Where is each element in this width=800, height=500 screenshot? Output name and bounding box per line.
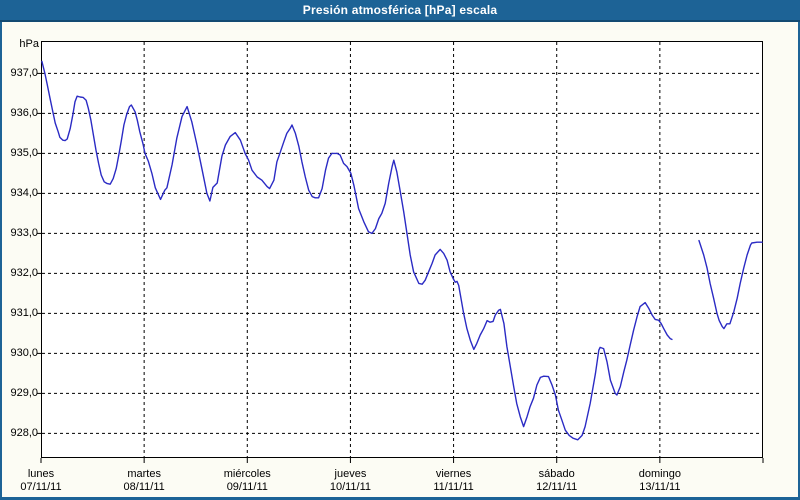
y-axis-tick-label: 933,0 bbox=[10, 227, 38, 240]
y-axis-tick-label: 934,0 bbox=[10, 187, 38, 200]
x-axis-day-date: 10/11/11 bbox=[329, 481, 372, 493]
x-axis-day-name: viernes bbox=[435, 468, 472, 480]
y-axis-tick-label: 936,0 bbox=[10, 107, 38, 120]
window-title: Presión atmosférica [hPa] escala bbox=[302, 3, 498, 17]
x-axis-day-name: martes bbox=[127, 468, 161, 480]
x-axis-day-date: 09/11/11 bbox=[226, 481, 268, 493]
x-axis-day-name: miércoles bbox=[223, 468, 271, 480]
title-bar: Presión atmosférica [hPa] escala bbox=[0, 0, 800, 22]
x-axis-day-date: 07/11/11 bbox=[20, 481, 62, 493]
x-axis-day-date: 08/11/11 bbox=[123, 481, 165, 493]
plot-background bbox=[41, 41, 763, 458]
pressure-line-segment bbox=[41, 60, 673, 441]
y-axis-tick-label: 928,0 bbox=[10, 427, 38, 440]
x-axis-day-date: 11/11/11 bbox=[433, 481, 474, 493]
pressure-line-chart bbox=[37, 41, 764, 463]
x-axis-day-name: lunes bbox=[27, 468, 55, 480]
x-axis-day-name: jueves bbox=[334, 468, 367, 480]
y-axis-tick-label: 930,0 bbox=[10, 347, 38, 360]
y-axis-tick-label: 929,0 bbox=[10, 387, 38, 400]
plot-border bbox=[41, 41, 763, 458]
x-axis-day-name: domingo bbox=[638, 468, 681, 480]
y-axis-tick-label: 937,0 bbox=[10, 67, 38, 80]
x-axis-day-date: 13/11/11 bbox=[639, 481, 681, 493]
x-axis-day-date: 12/11/11 bbox=[536, 481, 578, 493]
y-axis-tick-label: 932,0 bbox=[10, 267, 38, 280]
y-axis-unit-label: hPa bbox=[19, 38, 39, 50]
chart-area: hPa 937,0 936,0 935,0 934,0 933,0 932,0 931,0 9… bbox=[0, 22, 800, 500]
y-axis-tick-label: 931,0 bbox=[10, 307, 38, 320]
x-axis-day-name: sábado bbox=[538, 468, 575, 480]
y-axis-tick-label: 935,0 bbox=[10, 147, 38, 160]
pressure-line-segment bbox=[698, 239, 763, 330]
